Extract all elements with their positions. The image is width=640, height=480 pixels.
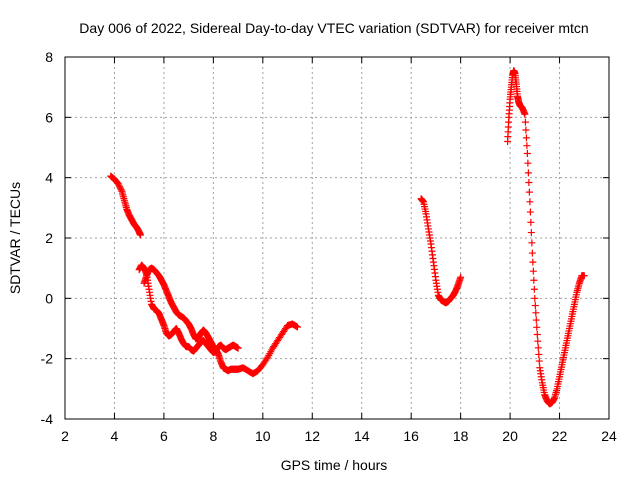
data-point bbox=[527, 218, 535, 226]
x-tick-label: 8 bbox=[209, 428, 217, 444]
x-axis-label: GPS time / hours bbox=[281, 457, 388, 473]
data-point bbox=[534, 344, 542, 352]
data-point bbox=[528, 239, 536, 247]
data-point bbox=[530, 285, 538, 293]
data-point bbox=[535, 357, 543, 365]
data-point bbox=[528, 249, 536, 257]
data-point bbox=[521, 118, 529, 126]
x-tick-label: 4 bbox=[111, 428, 119, 444]
x-tick-label: 12 bbox=[304, 428, 320, 444]
series-arc1 bbox=[107, 172, 144, 239]
data-point bbox=[527, 229, 535, 237]
data-point bbox=[136, 231, 144, 239]
x-tick-label: 16 bbox=[403, 428, 419, 444]
data-point bbox=[522, 126, 530, 134]
y-tick-label: -2 bbox=[41, 351, 54, 367]
data-point bbox=[529, 267, 537, 275]
data-point bbox=[524, 159, 532, 167]
series-arc2 bbox=[135, 261, 242, 357]
x-tick-label: 14 bbox=[354, 428, 370, 444]
grid bbox=[65, 57, 609, 419]
data-point bbox=[530, 276, 538, 284]
data-point bbox=[533, 323, 541, 331]
data-point bbox=[116, 183, 124, 191]
y-tick-label: 0 bbox=[45, 290, 53, 306]
data-point bbox=[234, 344, 242, 352]
data-point bbox=[522, 134, 530, 142]
data-point bbox=[531, 302, 539, 310]
x-tick-label: 20 bbox=[502, 428, 518, 444]
x-tick-label: 10 bbox=[255, 428, 271, 444]
data-point bbox=[115, 181, 123, 189]
data-point bbox=[525, 188, 533, 196]
data-point bbox=[292, 322, 300, 330]
x-tick-label: 2 bbox=[61, 428, 69, 444]
data-point bbox=[532, 316, 540, 324]
data-point bbox=[580, 272, 588, 280]
data-point bbox=[117, 186, 125, 194]
data-point bbox=[526, 198, 534, 206]
series-arc3 bbox=[140, 264, 301, 378]
data-point bbox=[535, 350, 543, 358]
data-points bbox=[107, 67, 588, 408]
y-tick-label: 4 bbox=[45, 170, 53, 186]
data-point bbox=[532, 309, 540, 317]
data-point bbox=[114, 180, 122, 188]
series-arc5 bbox=[504, 67, 588, 408]
data-point bbox=[524, 169, 532, 177]
data-point bbox=[533, 331, 541, 339]
x-tick-label: 6 bbox=[160, 428, 168, 444]
data-point bbox=[526, 208, 534, 216]
y-axis-label: SDTVAR / TECUs bbox=[7, 182, 23, 294]
data-point bbox=[523, 150, 531, 158]
data-point bbox=[457, 273, 465, 281]
y-tick-label: 8 bbox=[45, 49, 53, 65]
data-point bbox=[531, 294, 539, 302]
x-tick-label: 22 bbox=[552, 428, 568, 444]
data-point bbox=[116, 184, 124, 192]
x-tick-label: 18 bbox=[453, 428, 469, 444]
chart-title: Day 006 of 2022, Sidereal Day-to-day VTE… bbox=[79, 20, 588, 36]
data-point bbox=[529, 258, 537, 266]
data-point bbox=[521, 110, 529, 118]
data-point bbox=[534, 337, 542, 345]
y-tick-label: 2 bbox=[45, 230, 53, 246]
data-point bbox=[523, 142, 531, 150]
y-tick-label: -4 bbox=[41, 411, 54, 427]
series-arc4 bbox=[417, 195, 465, 307]
x-tick-label: 24 bbox=[601, 428, 617, 444]
y-tick-label: 6 bbox=[45, 109, 53, 125]
data-point bbox=[525, 178, 533, 186]
data-point bbox=[293, 323, 301, 331]
